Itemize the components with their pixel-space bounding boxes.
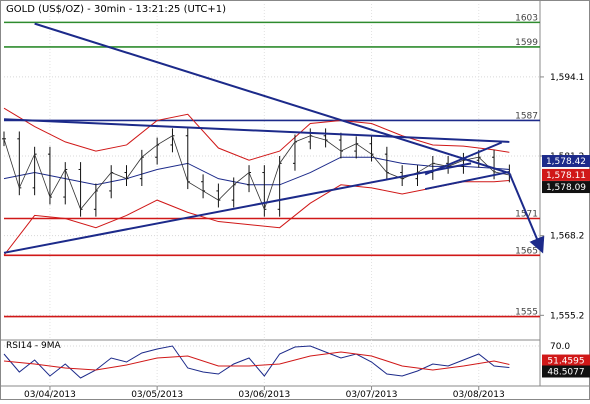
trend-arrow	[508, 172, 545, 254]
y-tick-label: 1,555.2	[550, 311, 584, 321]
x-tick-label: 03/06/2013	[238, 390, 290, 400]
trendline	[3, 162, 472, 254]
y-tick-label: 1,568.2	[550, 232, 584, 242]
x-tick-label: 03/08/2013	[453, 390, 505, 400]
rsi-tick-label: 70.0	[550, 342, 570, 352]
price-badge	[542, 155, 590, 168]
chart-title: GOLD (US$/OZ) - 30min - 13:21:25 (UTC+1)	[6, 4, 226, 15]
bollinger-upper-line	[3, 107, 510, 161]
trendline	[424, 141, 503, 176]
level-label-1555: 1555	[515, 308, 538, 318]
rsi-badge-label: 48.5077	[547, 367, 584, 377]
level-label-1565: 1565	[515, 246, 538, 256]
x-tick-label: 03/04/2013	[24, 390, 76, 400]
x-tick-label: 03/05/2013	[131, 390, 183, 400]
rsi-badge	[542, 354, 590, 367]
trendline	[3, 118, 510, 143]
price-badge	[542, 181, 590, 194]
price-badge-label: 1,578.09	[546, 183, 586, 193]
price-badge	[542, 168, 590, 181]
price-badge-label: 1,578.42	[546, 157, 586, 167]
rsi-badge	[542, 365, 590, 378]
rsi-line	[3, 345, 510, 379]
rsi-ma-line	[3, 351, 510, 371]
trendline	[424, 170, 510, 191]
level-label-1599: 1599	[515, 38, 538, 48]
price-badge-label: 1,578.11	[546, 171, 586, 181]
rsi-panel-label: RSI14 - 9MA	[6, 341, 62, 351]
y-tick-label: 1,594.1	[550, 73, 584, 83]
level-label-1603: 1603	[515, 13, 538, 23]
x-tick-label: 03/07/2013	[346, 390, 398, 400]
level-label-1587: 1587	[515, 111, 538, 121]
rsi-badge-label: 51.4595	[547, 357, 584, 367]
trendline	[34, 22, 510, 175]
price-line	[3, 135, 510, 211]
